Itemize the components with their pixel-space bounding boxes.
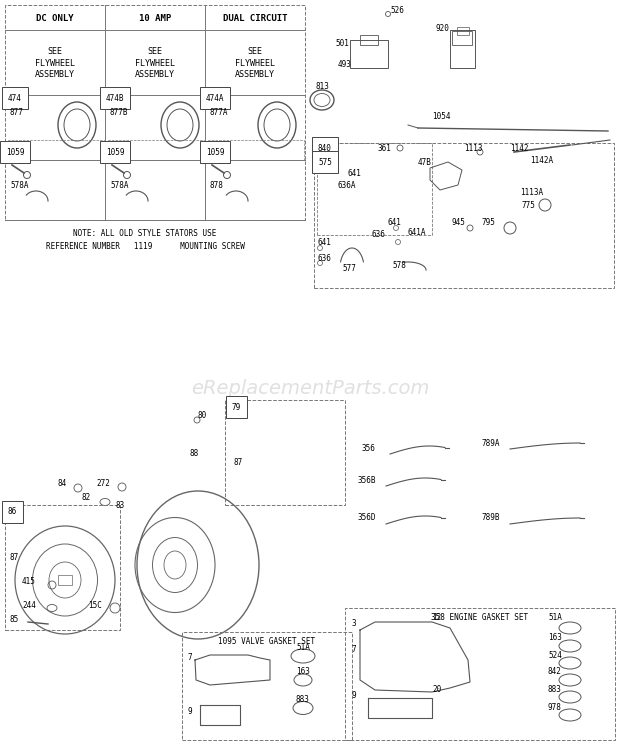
Text: 7: 7 xyxy=(187,652,192,661)
Text: DUAL CIRCUIT: DUAL CIRCUIT xyxy=(223,13,287,22)
Text: 641A: 641A xyxy=(408,228,427,237)
Text: 789A: 789A xyxy=(482,438,500,447)
Text: 1095 VALVE GASKET SET: 1095 VALVE GASKET SET xyxy=(218,637,316,646)
Text: 1059: 1059 xyxy=(106,147,124,156)
Text: 79: 79 xyxy=(232,403,241,411)
Text: 877: 877 xyxy=(10,107,24,117)
Text: 356: 356 xyxy=(362,443,376,452)
Text: NOTE: ALL OLD STYLE STATORS USE
REFERENCE NUMBER   1119      MOUNTING SCREW: NOTE: ALL OLD STYLE STATORS USE REFERENC… xyxy=(45,229,244,251)
Text: 883: 883 xyxy=(296,696,310,705)
Text: 358 ENGINE GASKET SET: 358 ENGINE GASKET SET xyxy=(432,612,529,621)
Text: 356B: 356B xyxy=(358,475,376,484)
Text: 493: 493 xyxy=(338,60,352,68)
Text: 920: 920 xyxy=(436,24,450,33)
Text: 9: 9 xyxy=(352,690,356,699)
Text: 641: 641 xyxy=(388,217,402,226)
Text: 85: 85 xyxy=(10,615,19,624)
Text: 1054: 1054 xyxy=(432,112,451,121)
Text: 415: 415 xyxy=(22,577,36,586)
Text: 641: 641 xyxy=(348,168,362,178)
Text: 51A: 51A xyxy=(296,644,310,652)
Text: 474B: 474B xyxy=(106,94,124,103)
Text: 1142A: 1142A xyxy=(530,155,553,164)
Text: 575: 575 xyxy=(318,158,332,167)
Text: 1142: 1142 xyxy=(510,144,528,153)
Text: 86: 86 xyxy=(8,507,17,516)
Bar xyxy=(58,575,72,585)
Text: 795: 795 xyxy=(482,217,496,226)
Bar xyxy=(314,143,614,288)
Text: 883: 883 xyxy=(548,685,562,694)
Text: 20: 20 xyxy=(432,685,441,694)
Text: 877B: 877B xyxy=(110,107,128,117)
Text: 9: 9 xyxy=(187,708,192,716)
Text: 47B: 47B xyxy=(418,158,432,167)
Bar xyxy=(5,505,120,630)
Text: 840: 840 xyxy=(318,144,332,153)
Text: 641: 641 xyxy=(318,237,332,246)
Text: 1113A: 1113A xyxy=(520,187,543,196)
Text: 775: 775 xyxy=(522,200,536,210)
Text: 356D: 356D xyxy=(358,513,376,522)
Text: 1059: 1059 xyxy=(6,147,24,156)
Text: 524: 524 xyxy=(548,650,562,659)
Text: SEE
FLYWHEEL
ASSEMBLY: SEE FLYWHEEL ASSEMBLY xyxy=(135,47,175,80)
Text: 636: 636 xyxy=(318,254,332,263)
Text: 7: 7 xyxy=(352,646,356,655)
Text: 501: 501 xyxy=(335,39,349,48)
Bar xyxy=(450,30,475,68)
Text: 1059: 1059 xyxy=(206,147,224,156)
Text: 84: 84 xyxy=(58,478,67,487)
Text: 878: 878 xyxy=(210,181,224,190)
Bar xyxy=(182,632,352,740)
Text: 87: 87 xyxy=(10,554,19,562)
Text: 945: 945 xyxy=(452,217,466,226)
Text: 163: 163 xyxy=(296,667,310,676)
Text: 163: 163 xyxy=(548,633,562,643)
Text: 978: 978 xyxy=(548,704,562,713)
Bar xyxy=(457,27,469,35)
Text: 474: 474 xyxy=(8,94,22,103)
Text: 877A: 877A xyxy=(210,107,229,117)
Text: 87: 87 xyxy=(234,458,243,466)
Text: eReplacementParts.com: eReplacementParts.com xyxy=(191,379,429,397)
Bar xyxy=(452,31,472,45)
Bar xyxy=(317,143,432,235)
Text: 82: 82 xyxy=(82,493,91,502)
Text: 15C: 15C xyxy=(88,600,102,609)
Text: 526: 526 xyxy=(390,5,404,14)
Text: 577: 577 xyxy=(342,263,356,272)
Text: 80: 80 xyxy=(198,411,207,420)
Bar xyxy=(5,5,305,220)
Text: SEE
FLYWHEEL
ASSEMBLY: SEE FLYWHEEL ASSEMBLY xyxy=(235,47,275,80)
Text: 578A: 578A xyxy=(10,181,29,190)
Text: 578A: 578A xyxy=(110,181,128,190)
Text: 272: 272 xyxy=(96,478,110,487)
Text: 51A: 51A xyxy=(548,614,562,623)
Text: 813: 813 xyxy=(315,82,329,91)
Text: 1113: 1113 xyxy=(464,144,482,153)
Text: 578: 578 xyxy=(392,260,406,269)
Bar xyxy=(108,140,204,160)
Bar xyxy=(225,400,345,505)
Text: SEE
FLYWHEEL
ASSEMBLY: SEE FLYWHEEL ASSEMBLY xyxy=(35,47,75,80)
Text: 10 AMP: 10 AMP xyxy=(139,13,171,22)
Text: 361: 361 xyxy=(378,144,392,153)
Text: 3: 3 xyxy=(352,618,356,627)
Bar xyxy=(345,608,615,740)
Text: 88: 88 xyxy=(190,449,199,458)
Text: DC ONLY: DC ONLY xyxy=(36,13,74,22)
Bar xyxy=(208,140,304,160)
Text: 842: 842 xyxy=(548,667,562,676)
Text: 12: 12 xyxy=(432,614,441,623)
Text: 636A: 636A xyxy=(338,181,356,190)
Text: 83: 83 xyxy=(116,501,125,510)
Text: 636: 636 xyxy=(372,229,386,239)
Text: 789B: 789B xyxy=(482,513,500,522)
Bar xyxy=(8,140,104,160)
Bar xyxy=(360,35,378,45)
Text: 244: 244 xyxy=(22,601,36,611)
Text: 474A: 474A xyxy=(206,94,224,103)
